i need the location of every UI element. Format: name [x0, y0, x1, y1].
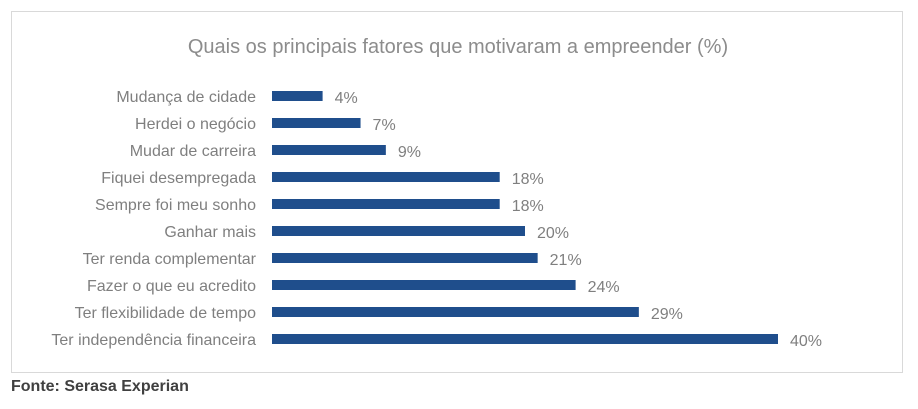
value-label-mudar-de-carreira: 9%: [398, 144, 421, 161]
chart-frame: Quais os principais fatores que motivara…: [11, 11, 903, 373]
category-label-ganhar-mais: Ganhar mais: [164, 224, 256, 241]
value-label-mudanca-de-cidade: 4%: [335, 90, 358, 107]
bar-ter-renda-complementar: [272, 253, 538, 263]
chart-title: Quais os principais fatores que motivara…: [188, 36, 728, 58]
value-label-herdei-o-negocio: 7%: [373, 117, 396, 134]
value-label-ter-independencia-financeira: 40%: [790, 333, 822, 350]
value-label-ter-flexibilidade-de-tempo: 29%: [651, 306, 683, 323]
source-note: Fonte: Serasa Experian: [11, 378, 189, 395]
bar-mudanca-de-cidade: [272, 91, 323, 101]
category-label-herdei-o-negocio: Herdei o negócio: [135, 116, 256, 133]
bar-ganhar-mais: [272, 226, 525, 236]
bar-sempre-foi-meu-sonho: [272, 199, 500, 209]
bar-mudar-de-carreira: [272, 145, 386, 155]
bar-ter-flexibilidade-de-tempo: [272, 307, 639, 317]
category-label-ter-independencia-financeira: Ter independência financeira: [51, 332, 256, 349]
bar-chart: Quais os principais fatores que motivara…: [51, 36, 822, 350]
category-label-sempre-foi-meu-sonho: Sempre foi meu sonho: [95, 197, 256, 214]
bar-ter-independencia-financeira: [272, 334, 778, 344]
category-label-mudanca-de-cidade: Mudança de cidade: [116, 89, 256, 106]
category-label-ter-flexibilidade-de-tempo: Ter flexibilidade de tempo: [75, 305, 257, 322]
value-label-ganhar-mais: 20%: [537, 225, 569, 242]
value-label-fiquei-desempregada: 18%: [512, 171, 544, 188]
value-label-sempre-foi-meu-sonho: 18%: [512, 198, 544, 215]
category-label-fiquei-desempregada: Fiquei desempregada: [101, 170, 256, 187]
category-label-fazer-o-que-eu-acredito: Fazer o que eu acredito: [87, 278, 256, 295]
value-label-fazer-o-que-eu-acredito: 24%: [588, 279, 620, 296]
value-label-ter-renda-complementar: 21%: [550, 252, 582, 269]
bars-layer: Mudança de cidade 4% Herdei o negócio 7% Mud…: [51, 89, 822, 350]
bar-herdei-o-negocio: [272, 118, 361, 128]
bar-fiquei-desempregada: [272, 172, 500, 182]
bar-fazer-o-que-eu-acredito: [272, 280, 576, 290]
category-label-mudar-de-carreira: Mudar de carreira: [130, 143, 256, 160]
category-label-ter-renda-complementar: Ter renda complementar: [83, 251, 257, 268]
